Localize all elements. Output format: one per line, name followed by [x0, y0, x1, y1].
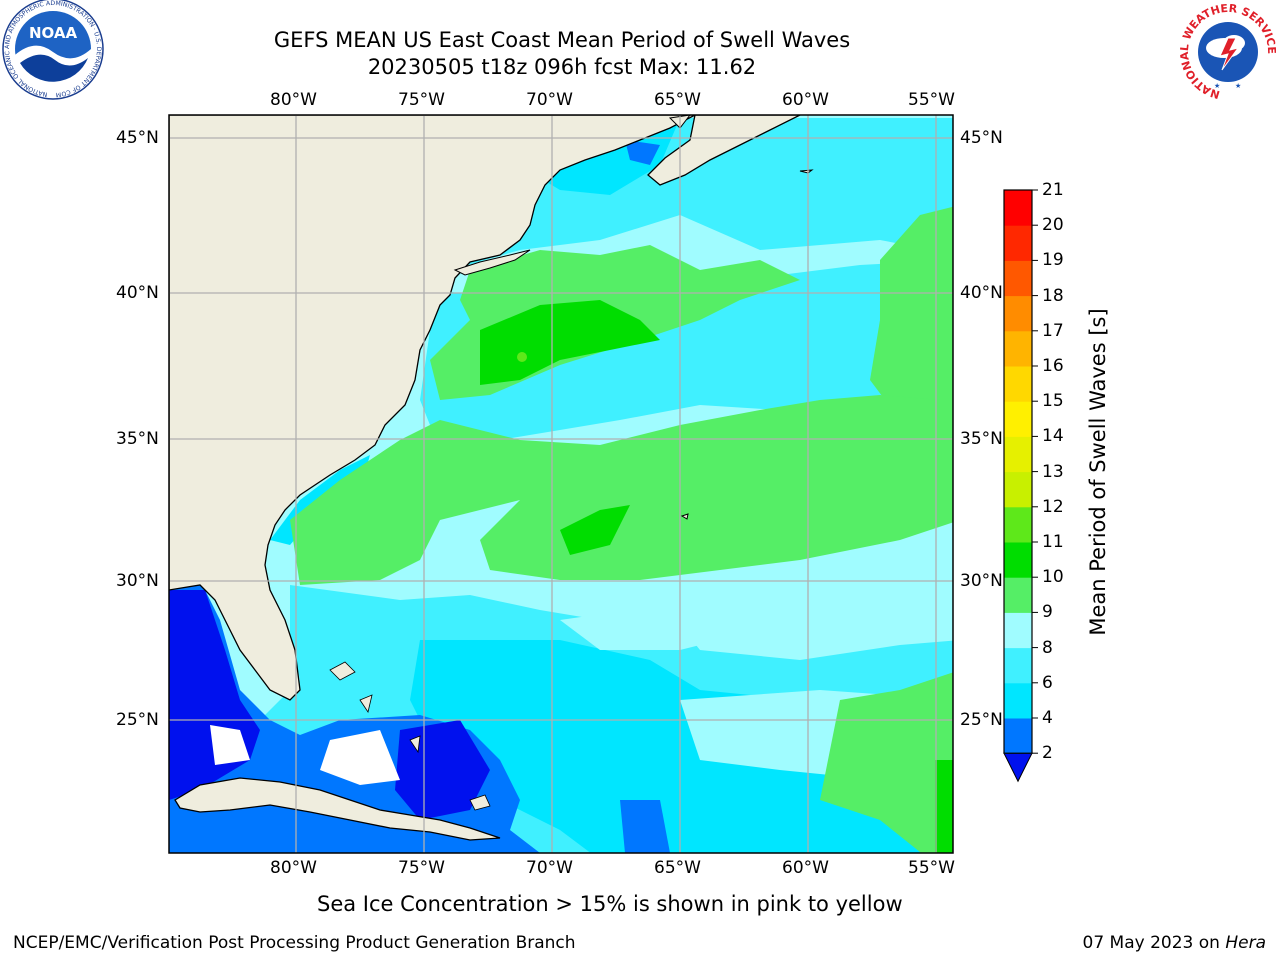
- colorbar-segment: [1004, 330, 1032, 367]
- lon-label-top-80w: 80°W: [270, 90, 317, 110]
- long-island: [453, 249, 531, 276]
- colorbar-tick-label: 12: [1042, 496, 1064, 517]
- us-mainland: [169, 115, 696, 701]
- contour-4-6-south: [410, 640, 953, 853]
- colorbar-segment: [1004, 506, 1032, 543]
- colorbar-tick-label: 18: [1042, 285, 1064, 306]
- lon-label-bottom-75w: 75°W: [398, 858, 445, 878]
- colorbar-tick-label: 21: [1042, 180, 1064, 200]
- colorbar-tick-label: 16: [1042, 356, 1064, 376]
- contour-10-11-north: [480, 300, 660, 385]
- contour-2-4-south: [620, 800, 670, 853]
- noaa-logo: NATIONAL OCEANIC AND ATMOSPHERIC ADMINIS…: [0, 0, 104, 100]
- lon-label-bottom-55w: 55°W: [908, 858, 955, 878]
- colorbar-segment: [1004, 647, 1032, 684]
- colorbar-tick-label: 15: [1042, 391, 1064, 412]
- nws-logo: NATIONAL WEATHER SERVICE ★ ★: [1180, 4, 1276, 100]
- colorbar-segment: [1004, 401, 1032, 437]
- colorbar-tick-label: 17: [1042, 320, 1064, 341]
- colorbar-tick-label: 19: [1042, 250, 1064, 271]
- turks-caicos: [469, 794, 491, 811]
- lon-label-top-60w: 60°W: [782, 90, 829, 110]
- lat-label-left-30n: 30°N: [116, 571, 159, 591]
- colorbar-tick-label: 14: [1042, 426, 1064, 447]
- contour-2-4-bay-of-fundy: [625, 140, 660, 165]
- lat-label-right-25n: 25°N: [960, 710, 1003, 730]
- map-gridlines: [169, 115, 953, 853]
- contour-8-9-lens: [560, 600, 760, 650]
- colorbar-segment: [1004, 542, 1032, 578]
- footer-machine: Hera: [1225, 933, 1266, 953]
- map-frame: [168, 114, 954, 854]
- colorbar-tick-label: 20: [1042, 215, 1064, 236]
- colorbar-segment: [1004, 577, 1032, 613]
- bahamas-island-2: [359, 694, 373, 713]
- contour-max-spot: [517, 352, 527, 362]
- colorbar-segment: [1004, 471, 1032, 508]
- lat-label-left-35n: 35°N: [116, 429, 159, 449]
- sea-ice-caption: Sea Ice Concentration > 15% is shown in …: [317, 892, 903, 916]
- lon-label-top-70w: 70°W: [526, 90, 573, 110]
- contour-10-11-central: [560, 505, 630, 555]
- nova-scotia: [647, 115, 801, 186]
- colorbar-segment: [1004, 612, 1032, 649]
- lat-label-right-40n: 40°N: [960, 283, 1003, 303]
- bahamas-island-1: [329, 661, 356, 681]
- lon-label-top-75w: 75°W: [398, 90, 445, 110]
- colorbar-segment: [1004, 366, 1032, 402]
- sable-island: [799, 169, 814, 174]
- colorbar-segment: [1004, 260, 1032, 297]
- colorbar-segment: [1004, 718, 1032, 754]
- lat-label-left-45n: 45°N: [116, 128, 159, 148]
- colorbar: [1003, 189, 1038, 783]
- colorbar-tick-label: 6: [1042, 672, 1053, 693]
- lat-label-right-30n: 30°N: [960, 571, 1003, 591]
- contour-10-11-edge: [935, 760, 953, 853]
- lat-label-left-25n: 25°N: [116, 710, 159, 730]
- colorbar-tick-label: 9: [1042, 602, 1053, 623]
- missing-data-patch-2: [320, 730, 400, 785]
- footer-date-text: 07 May 2023 on: [1082, 933, 1220, 953]
- colorbar-tick-label: 11: [1042, 532, 1064, 552]
- cuba: [174, 777, 501, 841]
- lon-label-bottom-60w: 60°W: [782, 858, 829, 878]
- footer-date: 07 May 2023 on Hera: [1083, 933, 1267, 953]
- noaa-logo-text: NOAA: [29, 24, 78, 42]
- colorbar-extend-arrow: [1003, 752, 1033, 783]
- contour-9-10-southeast: [820, 672, 953, 853]
- bermuda: [680, 513, 689, 520]
- chart-title: GEFS MEAN US East Coast Mean Period of S…: [273, 28, 851, 52]
- colorbar-segment: [1004, 295, 1032, 332]
- colorbar-label: Mean Period of Swell Waves [s]: [1086, 308, 1110, 636]
- bahamas-island-3: [409, 735, 421, 754]
- lat-label-right-35n: 35°N: [960, 429, 1003, 449]
- swell-period-contours: [169, 115, 953, 853]
- colorbar-segment: [1004, 225, 1032, 261]
- colorbar-tick-label: 10: [1042, 567, 1064, 588]
- svg-text:★: ★: [1235, 82, 1241, 90]
- missing-data-patch: [210, 725, 250, 765]
- lat-label-left-40n: 40°N: [116, 283, 159, 303]
- colorbar-segment: [1004, 190, 1032, 226]
- lat-label-right-45n: 45°N: [960, 128, 1003, 148]
- colorbar-tick-label: 13: [1042, 461, 1064, 482]
- colorbar-tick-label: 2: [1042, 743, 1053, 764]
- colorbar-tick-label: 8: [1042, 637, 1053, 658]
- lon-label-top-55w: 55°W: [908, 90, 955, 110]
- colorbar-segment: [1004, 682, 1032, 719]
- lon-label-bottom-70w: 70°W: [526, 858, 573, 878]
- contour-9-10-central: [290, 395, 953, 585]
- colorbar-tick-label: 4: [1042, 708, 1053, 728]
- lon-label-top-65w: 65°W: [654, 90, 701, 110]
- lon-label-bottom-65w: 65°W: [654, 858, 701, 878]
- lon-label-bottom-80w: 80°W: [270, 858, 317, 878]
- chart-subtitle: 20230505 t18z 096h fcst Max: 11.62: [367, 55, 757, 79]
- colorbar-segment: [1004, 436, 1032, 473]
- contour-9-10-east: [870, 206, 953, 429]
- footer-branch: NCEP/EMC/Verification Post Processing Pr…: [13, 933, 576, 953]
- svg-text:★: ★: [1214, 82, 1220, 90]
